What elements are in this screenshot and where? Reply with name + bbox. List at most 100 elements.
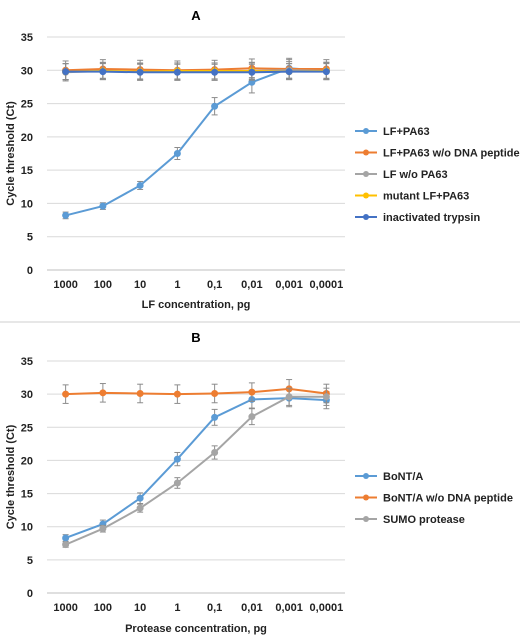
data-point [248,413,256,421]
data-point [211,102,219,110]
legend-swatch-marker [363,192,369,199]
legend-swatch-marker [363,171,369,177]
chart-panel-a: A 0 5 10 15 20 25 30 35 1000 100 10 1 0,1 0,01 0,001 0,0… [5,8,520,311]
y-tick-label: 0 [27,588,33,600]
data-point [136,504,144,512]
legend-swatch-marker [363,214,369,220]
y-tick-label: 25 [21,99,33,111]
x-tick-label: 0,01 [241,602,262,614]
data-point [136,494,144,502]
data-point [173,455,181,463]
data-point [173,68,181,76]
data-point [173,479,181,487]
y-tick-label: 10 [21,198,33,210]
series-4 [62,63,330,81]
data-point [99,68,107,76]
legend-item: SUMO protease [355,514,465,526]
data-point [248,68,256,76]
legend-item: LF+PA63 w/o DNA peptide [355,148,520,160]
legend-label: SUMO protease [383,514,465,526]
y-tick-label: 30 [21,389,33,401]
y-tick-label: 30 [21,65,33,77]
series-line [65,387,327,396]
y-tick-label: 5 [27,232,33,244]
x-tick-label: 0,001 [275,602,303,614]
legend-label: mutant LF+PA63 [383,191,469,203]
x-tick-label: 0,01 [241,279,262,291]
x-tick-label: 0,1 [207,602,222,614]
data-point [62,211,70,219]
y-tick-label: 10 [21,522,33,534]
legend-label: BoNT/A w/o DNA peptide [383,493,513,505]
data-point [62,534,70,542]
data-point [99,202,107,210]
y-tick-label: 25 [21,422,33,434]
legend-label: LF+PA63 [383,126,430,138]
data-point [211,448,219,456]
data-point [173,390,181,398]
data-point [99,525,107,533]
y-tick-label: 35 [21,32,33,44]
data-point [62,68,70,76]
data-point [136,389,144,397]
legend-swatch-marker [363,473,369,479]
legend-swatch-marker [363,128,369,134]
x-tick-label: 0,0001 [310,279,344,291]
legend-swatch-marker [363,516,369,522]
series-line [65,67,327,217]
y-axis-label: Cycle threshold (Ct) [5,101,17,206]
panel-title: B [191,330,200,345]
data-point [322,68,330,76]
legend-item: inactivated trypsin [355,212,480,224]
y-axis-label: Cycle threshold (Ct) [5,424,17,529]
data-point [62,390,70,398]
y-tick-label: 35 [21,356,33,368]
y-tick-label: 20 [21,132,33,144]
series-line [65,397,327,539]
x-tick-label: 100 [94,279,112,291]
y-tick-label: 15 [21,165,33,177]
series-2 [62,387,330,549]
x-tick-label: 1000 [53,602,77,614]
legend-swatch-marker [363,494,369,501]
x-tick-label: 0,001 [275,279,303,291]
legend-item: BoNT/A w/o DNA peptide [355,493,513,505]
data-point [173,150,181,157]
data-point [136,181,144,189]
y-tick-label: 0 [27,265,33,277]
data-point [285,393,293,401]
legend-swatch-marker [363,149,369,156]
data-point [211,68,219,76]
chart-panel-b: B 0 5 10 15 20 25 30 35 1000 100 10 1 0,1 0,01 0,001 0,0… [5,330,513,635]
data-point [99,389,107,397]
data-point [211,413,219,421]
x-tick-label: 100 [94,602,112,614]
legend-item: LF+PA63 [355,126,430,138]
y-tick-label: 15 [21,489,33,501]
legend-item: LF w/o PA63 [355,169,448,181]
x-tick-label: 0,0001 [310,602,344,614]
series-line [65,395,327,546]
legend-item: mutant LF+PA63 [355,191,469,203]
x-tick-label: 10 [134,602,146,614]
y-tick-label: 5 [27,555,33,567]
data-point [248,388,256,396]
data-point [285,68,293,76]
x-tick-label: 0,1 [207,279,222,291]
legend-label: inactivated trypsin [383,212,480,224]
series-0 [62,389,330,542]
legend-item: BoNT/A [355,471,423,483]
series-line [65,70,327,74]
x-tick-label: 1000 [53,279,77,291]
x-tick-label: 1 [174,602,180,614]
data-point [322,393,330,401]
x-tick-label: 10 [134,279,146,291]
legend-label: LF+PA63 w/o DNA peptide [383,148,520,160]
legend-label: LF w/o PA63 [383,169,448,181]
series-0 [62,57,330,220]
x-tick-label: 1 [174,279,180,291]
x-axis-label: Protease concentration, pg [125,623,267,635]
panel-title: A [191,8,201,23]
x-axis-label: LF concentration, pg [142,299,251,311]
